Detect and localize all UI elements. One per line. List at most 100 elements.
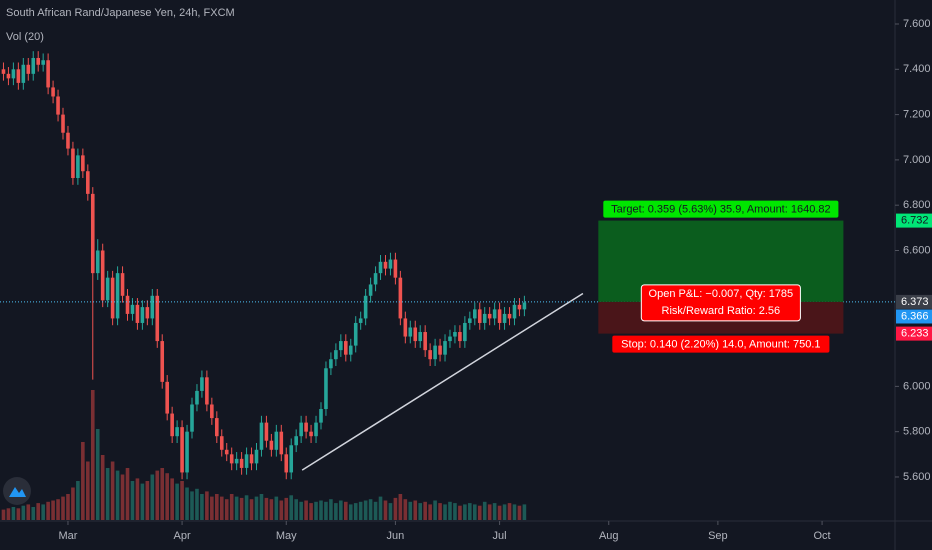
candle-body bbox=[472, 309, 477, 319]
candle-body bbox=[329, 359, 333, 369]
volume-bar bbox=[358, 501, 363, 520]
candle-body bbox=[6, 73, 11, 79]
candle-body bbox=[284, 454, 289, 473]
volume-bar bbox=[36, 503, 41, 520]
volume-bar bbox=[378, 496, 383, 520]
y-tick-label: 5.800 bbox=[903, 426, 931, 438]
candle-body bbox=[492, 309, 497, 319]
candle-body bbox=[274, 431, 279, 450]
volume-bar bbox=[1, 509, 6, 520]
candle-body bbox=[115, 273, 120, 319]
volume-bar bbox=[477, 505, 482, 520]
y-tick-label: 7.200 bbox=[903, 109, 931, 121]
candle-body bbox=[368, 284, 373, 296]
candle-body bbox=[438, 345, 442, 355]
volume-bar bbox=[26, 504, 31, 520]
x-tick-label: Sep bbox=[708, 530, 728, 542]
volume-bar bbox=[120, 474, 125, 520]
volume-bar bbox=[294, 499, 298, 520]
candle-body bbox=[160, 341, 165, 382]
volume-bar bbox=[31, 507, 36, 520]
candle-body bbox=[314, 422, 318, 437]
candle-body bbox=[244, 454, 249, 468]
candle-body bbox=[373, 273, 378, 285]
price-label: 6.366 bbox=[901, 310, 929, 322]
candle-body bbox=[16, 69, 21, 83]
candle-body bbox=[388, 259, 393, 269]
volume-bar bbox=[438, 503, 442, 520]
candle-body bbox=[259, 422, 264, 450]
volume-bar bbox=[334, 503, 338, 520]
target-label: Target: 0.359 (5.63%) 35.9, Amount: 1640… bbox=[611, 203, 831, 215]
volume-bar bbox=[76, 481, 80, 520]
candle-body bbox=[145, 307, 150, 319]
candle-body bbox=[86, 171, 90, 194]
y-tick-label: 6.800 bbox=[903, 199, 931, 211]
candle-body bbox=[358, 318, 363, 323]
candle-body bbox=[170, 413, 174, 437]
volume-bar bbox=[403, 499, 408, 520]
candle-body bbox=[294, 436, 298, 446]
y-tick-label: 7.600 bbox=[903, 18, 931, 30]
volume-bar bbox=[229, 494, 234, 520]
volume-bar bbox=[210, 496, 214, 520]
volume-bar bbox=[190, 491, 194, 520]
logo bbox=[3, 477, 31, 505]
volume-bar bbox=[507, 503, 512, 520]
volume-bar bbox=[110, 461, 115, 520]
stop-label-bg bbox=[612, 335, 830, 353]
candle-body bbox=[348, 345, 353, 355]
volume-bar bbox=[517, 505, 522, 520]
candle-body bbox=[289, 445, 294, 473]
volume-bar bbox=[195, 488, 199, 520]
volume-bar bbox=[482, 501, 487, 520]
candle-body bbox=[512, 304, 517, 319]
candle-body bbox=[11, 69, 16, 79]
volume-bar bbox=[115, 470, 120, 520]
volume-bar bbox=[66, 494, 70, 520]
volume-bar bbox=[249, 499, 254, 520]
candle-body bbox=[249, 454, 254, 464]
volume-bar bbox=[393, 497, 398, 520]
volume-bar bbox=[21, 505, 26, 520]
candle-body bbox=[477, 309, 482, 323]
candle-body bbox=[343, 341, 348, 355]
volume-bar bbox=[423, 501, 427, 520]
candle-body bbox=[497, 309, 502, 323]
candle-body bbox=[175, 427, 179, 437]
candle-body bbox=[234, 458, 239, 464]
y-tick-label: 7.400 bbox=[903, 63, 931, 75]
volume-bar bbox=[502, 504, 507, 520]
candle-body bbox=[487, 313, 492, 319]
chart-title: South African Rand/Japanese Yen, 24h, FX… bbox=[6, 7, 235, 19]
candle-body bbox=[309, 431, 313, 437]
volume-bar bbox=[497, 505, 502, 520]
y-tick-label: 5.600 bbox=[903, 471, 931, 483]
candle-body bbox=[507, 313, 512, 319]
volume-bar bbox=[140, 483, 145, 520]
volume-bar bbox=[61, 496, 65, 520]
candle-body bbox=[408, 327, 413, 337]
volume-bar bbox=[468, 503, 472, 520]
candle-body bbox=[502, 313, 507, 323]
candle-body bbox=[353, 322, 358, 346]
pnl-label: Open P&L: −0.007, Qty: 1785 bbox=[649, 288, 794, 300]
volume-bar bbox=[284, 497, 289, 520]
volume-bar bbox=[254, 496, 259, 520]
volume-bar bbox=[353, 503, 358, 520]
candle-body bbox=[105, 277, 110, 301]
volume-bar bbox=[234, 496, 239, 520]
candle-body bbox=[90, 193, 95, 274]
volume-bar bbox=[175, 483, 179, 520]
candle-body bbox=[468, 318, 472, 323]
candle-body bbox=[41, 60, 45, 65]
candle-body bbox=[51, 87, 55, 97]
volume-bar bbox=[433, 500, 437, 520]
volume-bar bbox=[46, 501, 50, 520]
volume-bar bbox=[492, 503, 497, 520]
candle-body bbox=[180, 427, 184, 473]
volume-bar bbox=[259, 494, 264, 520]
logo-mark bbox=[9, 487, 26, 497]
volume-bar bbox=[458, 505, 462, 520]
